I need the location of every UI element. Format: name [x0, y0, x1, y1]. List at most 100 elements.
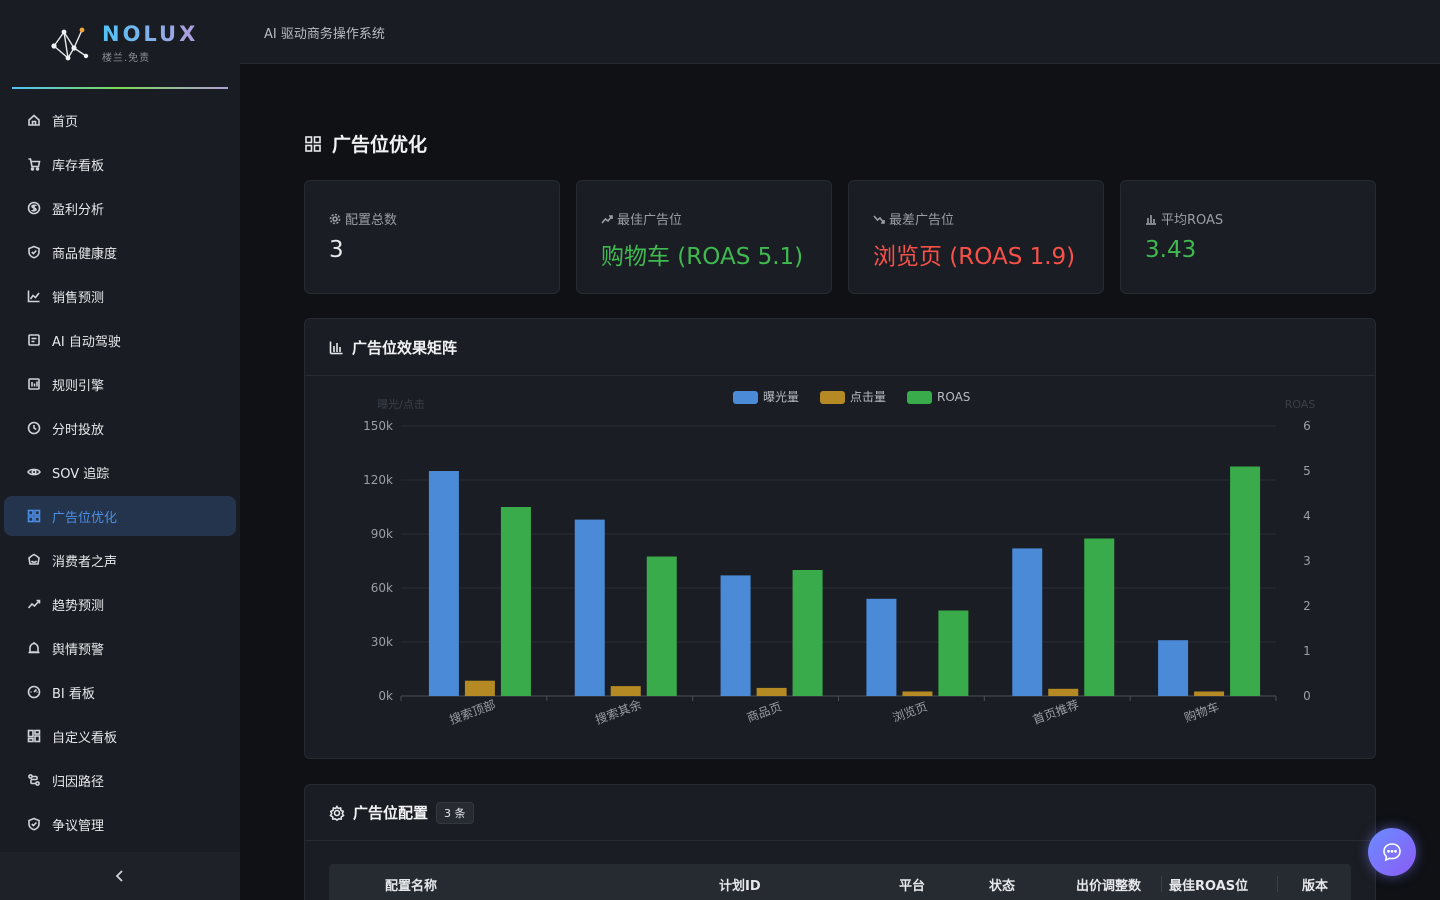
sidebar-item-label: 销售预测 [52, 290, 105, 306]
y-tick-label: 60k [371, 581, 393, 595]
legend-label: 点击量 [850, 390, 886, 404]
y2-tick-label: 2 [1303, 599, 1311, 613]
column-header[interactable]: 平台 [899, 879, 926, 894]
x-tick-label: 购物车 [1182, 699, 1221, 725]
bar-chart-icon [329, 341, 343, 354]
placement-matrix-panel: 广告位效果矩阵 0k 30k 60k 90k 120k 150k 0 1 2 3 4 5 6 曝光/点击 R… [304, 318, 1376, 759]
column-header[interactable]: 版本 [1302, 879, 1329, 894]
sidebar-item-2[interactable]: 盈利分析 [4, 188, 236, 228]
sidebar-item-label: 争议管理 [52, 818, 105, 834]
sidebar-item-3[interactable]: 商品健康度 [4, 232, 236, 272]
sidebar-item-6[interactable]: 规则引擎 [4, 364, 236, 404]
bar-clicks [464, 680, 495, 696]
sidebar-item-label: 消费者之声 [52, 554, 118, 570]
stat-value: 购物车 (ROAS 5.1) [601, 244, 804, 270]
stat-card-config-total: 配置总数 3 [304, 180, 560, 294]
sidebar-item-label: 自定义看板 [52, 730, 118, 746]
brand-logo[interactable]: NOLUX 楼兰.免责 [48, 20, 208, 66]
legend-label: ROAS [937, 390, 970, 404]
legend-swatch [820, 391, 845, 404]
sidebar-item-label: 舆情预警 [52, 642, 105, 658]
layout-icon [26, 728, 42, 744]
clock-icon [26, 420, 42, 436]
sidebar-item-label: SOV 追踪 [52, 466, 110, 482]
bar-clicks [756, 687, 787, 696]
eye-icon [26, 464, 42, 480]
sidebar-item-16[interactable]: 争议管理 [4, 804, 236, 844]
stat-card-avg-roas: 平均ROAS 3.43 [1120, 180, 1376, 294]
stat-label: 最差广告位 [873, 209, 954, 228]
sidebar-item-1[interactable]: 库存看板 [4, 144, 236, 184]
column-separator [1277, 876, 1278, 892]
bar-roas [500, 507, 531, 696]
stat-label: 最佳广告位 [601, 209, 682, 228]
bar-impressions [866, 598, 897, 696]
bar-impressions [720, 575, 751, 696]
panel-header: 广告位效果矩阵 [305, 319, 1375, 376]
stat-label: 配置总数 [329, 209, 397, 228]
bar-impressions [1158, 640, 1189, 696]
stat-label: 平均ROAS [1145, 209, 1223, 228]
sidebar-item-11[interactable]: 趋势预测 [4, 584, 236, 624]
trend-icon [26, 596, 42, 612]
bar-roas [938, 610, 969, 696]
bar-clicks [1194, 691, 1225, 696]
logo-divider [12, 87, 228, 89]
sidebar-item-13[interactable]: BI 看板 [4, 672, 236, 712]
line-chart-icon [26, 288, 42, 304]
column-header[interactable]: 最佳ROAS位 [1169, 879, 1249, 894]
sidebar-item-14[interactable]: 自定义看板 [4, 716, 236, 756]
y2-tick-label: 5 [1303, 464, 1311, 478]
y2-tick-label: 4 [1303, 509, 1311, 523]
y2-tick-label: 6 [1303, 419, 1311, 433]
sidebar-item-7[interactable]: 分时投放 [4, 408, 236, 448]
y2-tick-label: 1 [1303, 644, 1311, 658]
sidebar-item-10[interactable]: 消费者之声 [4, 540, 236, 580]
x-tick-label: 商品页 [745, 699, 784, 725]
sidebar-item-15[interactable]: 归因路径 [4, 760, 236, 800]
alarm-icon [26, 640, 42, 656]
chat-bubble-icon [1383, 843, 1401, 862]
sidebar-item-8[interactable]: SOV 追踪 [4, 452, 236, 492]
rules-icon [26, 376, 42, 392]
column-header[interactable]: 计划ID [719, 879, 761, 894]
y-tick-label: 30k [371, 635, 393, 649]
sidebar-item-label: 广告位优化 [52, 510, 118, 526]
header-title: AI 驱动商务操作系统 [264, 27, 385, 42]
chevron-left-icon [115, 870, 123, 882]
panel-title: 广告位配置 [353, 804, 429, 822]
sidebar-item-0[interactable]: 首页 [4, 100, 236, 140]
chat-assistant-button[interactable] [1368, 828, 1416, 876]
placement-effect-chart: 0k 30k 60k 90k 120k 150k 0 1 2 3 4 5 6 曝光/点击 ROAS 曝光量 点击… [363, 390, 1315, 728]
column-header[interactable]: 配置名称 [385, 879, 438, 894]
stat-value: 浏览页 (ROAS 1.9) [873, 244, 1076, 270]
stat-label-text: 最差广告位 [889, 213, 955, 228]
sidebar: NOLUX 楼兰.免责 首页库存看板盈利分析商品健康度销售预测 AI 自动驾驶 规则… [0, 0, 240, 900]
bar-clicks [1048, 688, 1079, 696]
bar-impressions [574, 519, 605, 696]
trend-down-icon [873, 214, 885, 224]
sidebar-item-4[interactable]: 销售预测 [4, 276, 236, 316]
bar-roas [1084, 538, 1115, 696]
stat-card-best-placement: 最佳广告位 购物车 (ROAS 5.1) [576, 180, 832, 294]
stat-label-text: 配置总数 [345, 213, 398, 228]
sidebar-item-label: 库存看板 [52, 158, 105, 174]
grid-icon [305, 135, 321, 152]
sidebar-item-9[interactable]: 广告位优化 [4, 496, 236, 536]
column-header[interactable]: 状态 [989, 879, 1016, 894]
column-header[interactable]: 出价调整数 [1076, 879, 1142, 894]
sidebar-item-label: 商品健康度 [52, 246, 118, 262]
robot-icon [26, 332, 42, 348]
sidebar-item-5[interactable]: AI 自动驾驶 [4, 320, 236, 360]
sidebar-item-label: 归因路径 [52, 774, 105, 790]
sidebar-item-label: 盈利分析 [52, 202, 105, 218]
sidebar-nav: 首页库存看板盈利分析商品健康度销售预测 AI 自动驾驶 规则引擎 分时投放 SOV 追踪… [4, 100, 236, 848]
sidebar-item-12[interactable]: 舆情预警 [4, 628, 236, 668]
bar-chart-icon [1146, 214, 1156, 225]
x-tick-label: 搜索顶部 [447, 697, 497, 728]
y-tick-label: 150k [363, 419, 393, 433]
collapse-sidebar-button[interactable] [0, 852, 240, 900]
dollar-icon [26, 200, 42, 216]
dashboard-icon [26, 684, 42, 700]
bar-roas [646, 556, 677, 696]
